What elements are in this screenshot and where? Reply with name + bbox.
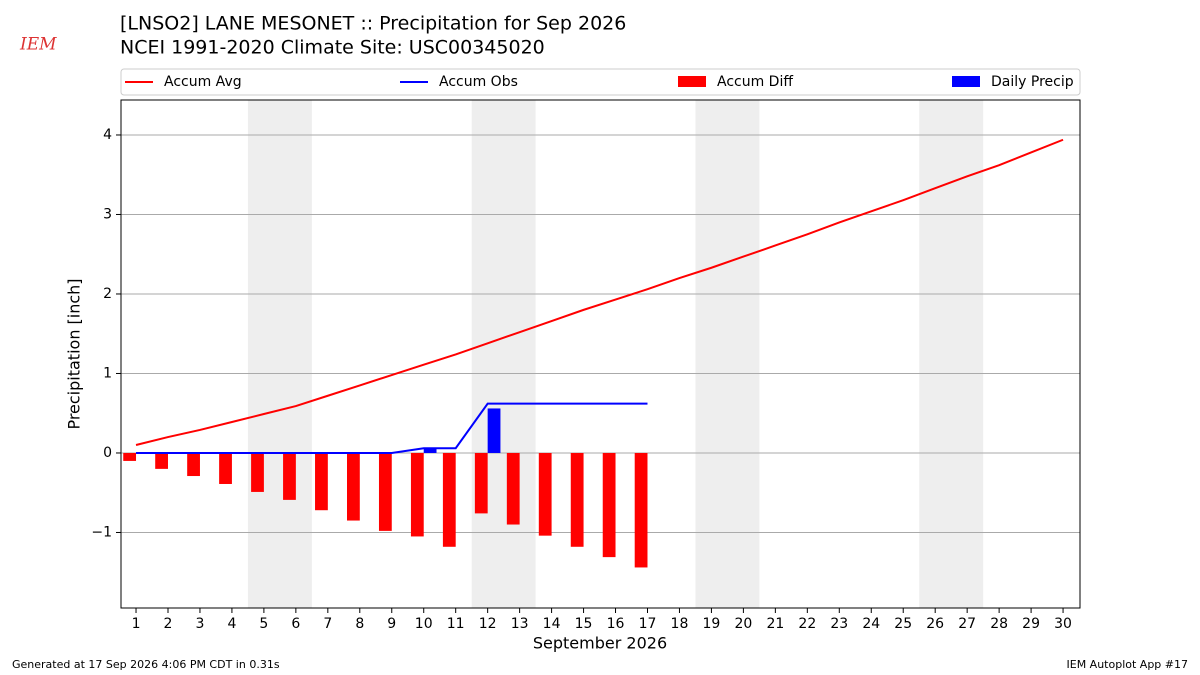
- footer-right: IEM Autoplot App #17: [1067, 658, 1189, 671]
- x-tick-label: 25: [894, 616, 912, 632]
- x-tick-label: 17: [639, 616, 657, 632]
- bar: [538, 452, 552, 536]
- x-tick-label: 18: [671, 616, 689, 632]
- x-tick-label: 14: [543, 616, 561, 632]
- x-tick-label: 9: [387, 616, 396, 632]
- bar: [283, 452, 296, 500]
- x-tick-label: 13: [511, 616, 529, 632]
- bar: [487, 408, 501, 453]
- bar: [506, 452, 520, 525]
- x-tick-label: 23: [830, 616, 848, 632]
- y-tick-label: 3: [103, 206, 112, 222]
- bar: [378, 452, 392, 531]
- bar: [347, 452, 360, 521]
- y-tick-label: 1: [103, 365, 112, 381]
- x-tick-label: 5: [259, 616, 268, 632]
- bar: [570, 452, 584, 547]
- x-tick-label: 27: [958, 616, 976, 632]
- x-tick-label: 28: [990, 616, 1008, 632]
- bar: [155, 452, 168, 469]
- x-tick-label: 8: [355, 616, 364, 632]
- line: [136, 402, 648, 454]
- x-tick-label: 7: [323, 616, 332, 632]
- x-tick-label: 30: [1054, 616, 1072, 632]
- chart-title: [LNSO2] LANE MESONET :: Precipitation fo…: [120, 13, 626, 35]
- y-axis-label: Precipitation [inch]: [65, 278, 84, 429]
- weekend-shade: [695, 100, 760, 608]
- legend-label: Accum Obs: [439, 74, 518, 90]
- x-tick-label: 20: [734, 616, 752, 632]
- legend-swatch: [678, 76, 706, 87]
- legend-box: [120, 68, 1081, 96]
- logo: IEM: [19, 35, 57, 55]
- x-tick-label: 12: [479, 616, 497, 632]
- x-tick-label: 1: [132, 616, 141, 632]
- footer-left: Generated at 17 Sep 2026 4:06 PM CDT in …: [12, 658, 280, 671]
- x-tick-label: 4: [227, 616, 236, 632]
- x-tick-label: 3: [195, 616, 204, 632]
- x-tick-label: 24: [862, 616, 880, 632]
- line: [135, 138, 1064, 446]
- bar: [315, 452, 328, 511]
- y-tick-label: 2: [103, 286, 112, 302]
- bar: [634, 452, 648, 568]
- weekend-shade: [247, 100, 312, 608]
- x-tick-label: 6: [291, 616, 300, 632]
- bar: [474, 452, 488, 514]
- x-tick-label: 15: [575, 616, 593, 632]
- bar: [219, 452, 232, 484]
- bar: [251, 452, 264, 492]
- bar: [410, 452, 424, 537]
- legend-label: Daily Precip: [991, 74, 1074, 90]
- x-tick-label: 21: [766, 616, 784, 632]
- x-tick-label: 22: [798, 616, 816, 632]
- legend-label: Accum Diff: [717, 74, 793, 90]
- x-tick-label: 10: [415, 616, 433, 632]
- plot-frame: [120, 99, 1081, 609]
- y-tick-label: 0: [103, 445, 112, 461]
- x-tick-label: 26: [926, 616, 944, 632]
- y-tick-label: −1: [91, 524, 112, 540]
- weekend-shade: [471, 100, 536, 608]
- bar: [187, 452, 200, 477]
- weekend-shade: [919, 100, 984, 608]
- bar: [442, 452, 456, 547]
- legend-swatch: [952, 76, 980, 87]
- x-axis-label: September 2026: [533, 634, 667, 653]
- bar: [423, 448, 437, 453]
- legend-label: Accum Avg: [164, 74, 242, 90]
- x-tick-label: 19: [703, 616, 721, 632]
- y-tick-label: 4: [103, 127, 112, 143]
- x-tick-label: 2: [164, 616, 173, 632]
- bar: [123, 452, 137, 461]
- x-tick-label: 11: [447, 616, 465, 632]
- x-tick-label: 29: [1022, 616, 1040, 632]
- bar: [602, 452, 616, 558]
- x-tick-label: 16: [607, 616, 625, 632]
- chart-subtitle: NCEI 1991-2020 Climate Site: USC00345020: [120, 37, 545, 59]
